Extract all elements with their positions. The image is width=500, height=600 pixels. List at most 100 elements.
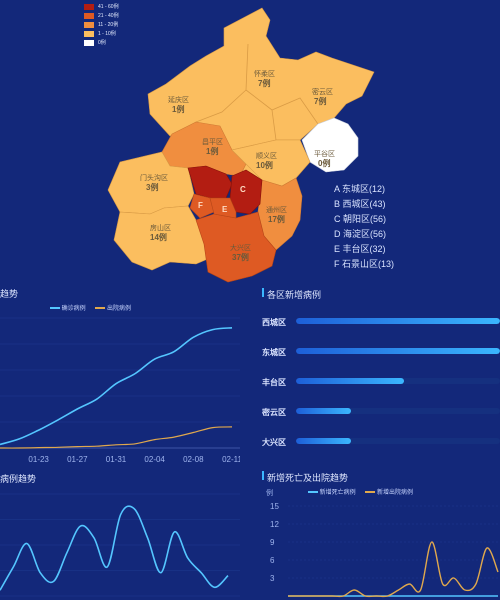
legend-swatch [84,21,94,28]
x-tick-label: 02-04 [144,455,165,464]
bar-row[interactable]: 密云区 [262,404,500,434]
y-tick-label: 3 [270,574,275,583]
bars-title-marker [262,288,264,297]
list-item: A 东城区(12) [334,184,386,194]
region-label: 顺义区 [256,152,277,160]
deaths-chart[interactable]: 3 6 9 12 15 [262,498,500,600]
legend-item: 11 - 20例 [84,21,119,30]
bar-row[interactable]: 西城区 [262,314,500,344]
map-border [195,43,319,151]
region-count: 1例 [206,146,218,156]
bar-label: 大兴区 [262,438,286,447]
legend-line-confirmed [50,307,60,310]
bar-row[interactable]: 丰台区 [262,374,500,404]
bar-label: 丰台区 [262,378,286,387]
list-item: C 朝阳区(56) [334,214,387,224]
region-count: 17例 [268,214,285,224]
legend-swatch [84,3,94,10]
map-legend: 41 - 60例 21 - 40例 11 - 20例 1 - 10例 0例 [84,3,119,48]
region-count: 37例 [232,252,249,262]
bar-fill [296,378,405,384]
region-label: 大兴区 [230,243,251,252]
bar-track [296,378,500,384]
x-tick-label: 01-31 [106,455,127,464]
region-label: 门头沟区 [140,173,168,182]
legend-line-deaths [308,491,318,494]
map-region-haidian[interactable] [187,165,233,199]
y-tick-label: 12 [270,520,279,529]
deaths-unit: 例 [266,490,273,497]
legend-swatch [84,30,94,37]
legend-item: 0例 [84,39,119,48]
region-label: 房山区 [150,223,171,232]
bar-fill [296,408,352,414]
deaths-legend: 新增死亡病例 新增出院病例 [308,487,413,496]
legend-label: 出院病例 [107,306,132,312]
legend-label: 41 - 60例 [98,4,119,10]
series-line-confirmed [0,327,233,446]
x-tick-label: 01-23 [28,455,49,464]
region-count: 7例 [258,78,270,88]
legend-line-discharge [365,491,376,494]
legend-swatch [84,39,94,46]
bar-track [296,408,500,414]
legend-label: 21 - 40例 [98,13,119,19]
region-mark: F [198,201,203,210]
legend-item: 1 - 10例 [84,30,119,39]
x-tick-label: 01-27 [67,455,88,464]
trend-panel-title: 趋势 [0,289,19,299]
beijing-map[interactable]: 怀柔区 7例 密云区 7例 延庆区 1例 昌平区 1例 顺义区 10例 平谷区 … [0,0,500,290]
bar-fill [296,318,500,324]
region-mark: C [240,185,246,194]
legend-label: 11 - 20例 [98,22,119,28]
list-item: F 石景山区(13) [334,259,395,269]
region-label: 密云区 [312,87,333,96]
y-tick-label: 9 [270,538,275,547]
x-tick-label: 02-08 [183,455,204,464]
district-bar-list: 西城区东城区丰台区密云区大兴区 [262,314,500,464]
legend-item: 21 - 40例 [84,12,119,21]
region-label: 昌平区 [202,138,223,146]
y-tick-label: 15 [270,502,279,511]
bar-fill [296,438,352,444]
deaths-title-marker [262,471,264,480]
bars-panel-title: 各区新增病例 [267,290,322,300]
legend-label: 1 - 10例 [98,31,116,37]
bar-row[interactable]: 东城区 [262,344,500,374]
trend-chart[interactable]: 01-23 01-27 01-31 02-04 02-08 02-11 [0,312,240,470]
bar-label: 西城区 [262,318,286,327]
bar-track [296,348,500,354]
legend-line-discharged [95,307,106,310]
legend-label: 确诊病例 [61,306,86,312]
trend-legend: 确诊病例 出院病例 [50,303,131,312]
list-item: D 海淀区(56) [334,229,387,239]
list-item: B 西城区(43) [334,199,386,209]
map-region-fengtai[interactable] [209,197,237,219]
series-line-discharged [0,426,233,449]
region-count: 14例 [150,232,167,242]
region-count: 1例 [172,104,184,114]
bar-fill [296,348,500,354]
district-list: A 东城区(12) B 西城区(43) C 朝阳区(56) D 海淀区(56) … [334,182,394,272]
legend-label: 0例 [98,40,106,46]
bar-row[interactable]: 大兴区 [262,434,500,464]
series-line [0,505,229,591]
list-item: E 丰台区(32) [334,244,386,254]
legend-item: 41 - 60例 [84,3,119,12]
region-count: 3例 [146,182,158,192]
map-region-pinggu[interactable] [301,117,359,173]
deaths-panel-title: 新增死亡及出院趋势 [267,473,349,483]
region-count: 0例 [318,158,330,168]
bar-track [296,318,500,324]
region-label: 延庆区 [168,95,189,104]
map-region-shijingshan[interactable] [189,193,215,219]
x-tick-label: 02-11 [222,455,240,464]
new-cases-panel-title: 病例趋势 [0,474,37,484]
bar-track [296,438,500,444]
legend-swatch [84,12,94,19]
bar-label: 密云区 [262,408,286,417]
legend-label: 新增死亡病例 [319,490,356,496]
region-label: 怀柔区 [254,69,275,78]
legend-label: 新增出院病例 [377,490,414,496]
new-cases-chart[interactable] [0,488,240,600]
